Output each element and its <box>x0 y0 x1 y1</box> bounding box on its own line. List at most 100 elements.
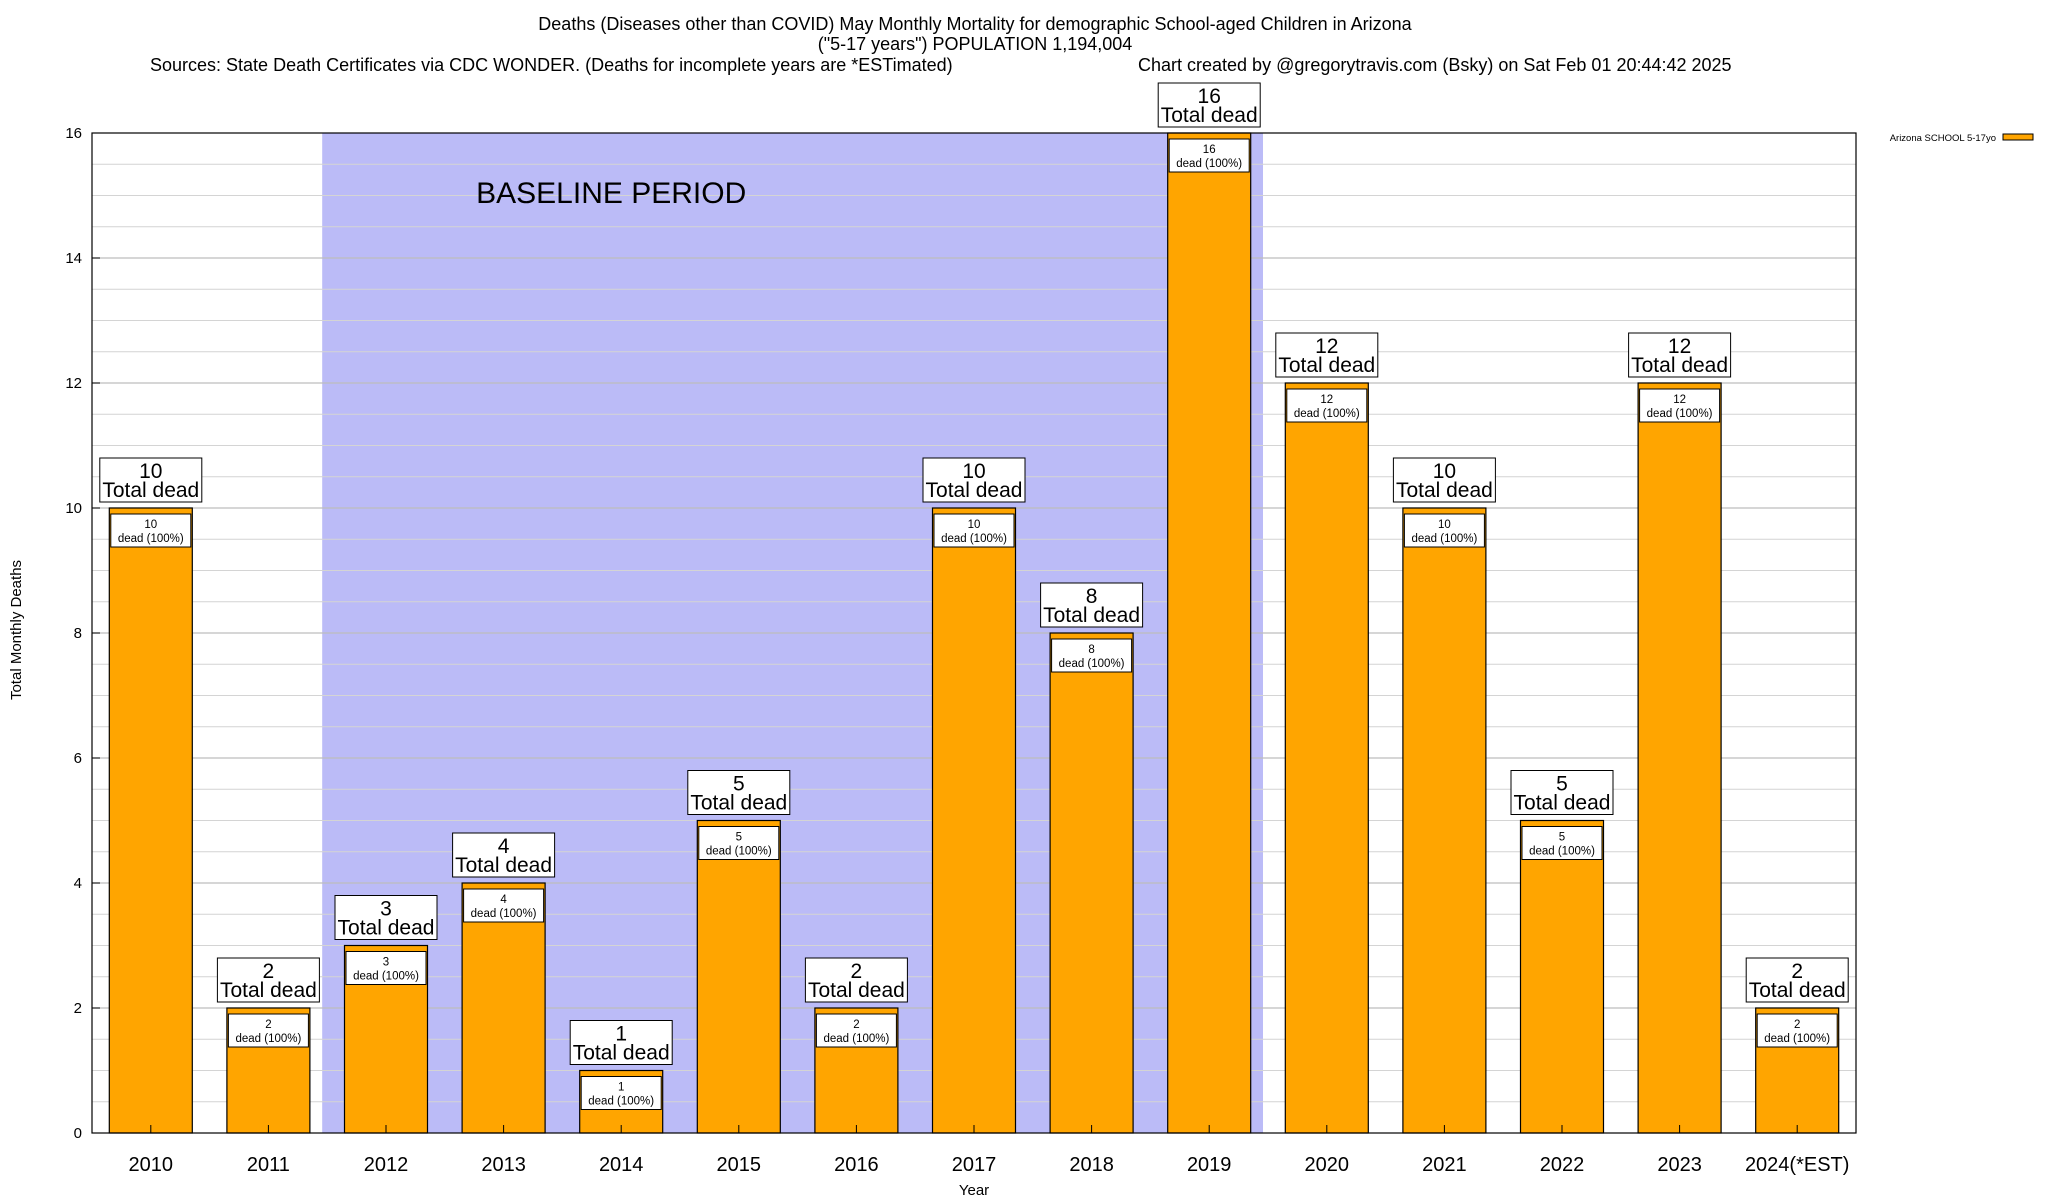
inner-percent-label: dead (100%) <box>1059 658 1125 670</box>
inner-label-2014: 1 dead (100%) <box>580 1076 662 1110</box>
total-label-box <box>1510 770 1614 815</box>
legend-label: Arizona SCHOOL 5-17yo <box>1890 133 1996 144</box>
chart-title: Deaths (Diseases other than COVID) May M… <box>538 14 1412 34</box>
total-label-box <box>1157 82 1261 128</box>
inner-percent-label: dead (100%) <box>235 1033 301 1045</box>
inner-label-2010: 10 dead (100%) <box>110 513 192 548</box>
inner-label-2012: 3 dead (100%) <box>345 951 427 985</box>
inner-percent-label: dead (100%) <box>1176 158 1242 170</box>
inner-label-2021: 10 dead (100%) <box>1403 513 1485 548</box>
inner-label-2011: 2 dead (100%) <box>227 1013 309 1048</box>
total-value-label: 10 <box>139 460 162 483</box>
total-value-label: 2 <box>1791 960 1803 983</box>
inner-label-box <box>110 513 192 548</box>
inner-value-label: 12 <box>1673 394 1686 406</box>
inner-label-box <box>227 1013 309 1048</box>
x-tick-label: 2019 <box>1187 1154 1232 1176</box>
x-tick-label: 2016 <box>834 1154 879 1176</box>
total-label-box <box>99 457 203 503</box>
x-tick-label: 2022 <box>1540 1154 1585 1176</box>
total-dead-label: Total dead <box>338 917 435 940</box>
inner-percent-label: dead (100%) <box>823 1033 889 1045</box>
inner-percent-label: dead (100%) <box>1529 846 1595 858</box>
inner-label-2015: 5 dead (100%) <box>698 826 780 860</box>
inner-label-2016: 2 dead (100%) <box>815 1013 897 1048</box>
bar-2022 <box>1519 819 1605 1134</box>
total-dead-label: Total dead <box>102 479 199 502</box>
inner-label-box <box>1639 388 1721 423</box>
legend-swatch <box>2002 133 2034 141</box>
inner-percent-label: dead (100%) <box>1411 533 1477 545</box>
total-value-label: 2 <box>851 960 863 983</box>
total-label-box <box>1392 457 1496 503</box>
chart-subtitle: ("5-17 years") POPULATION 1,194,004 <box>818 34 1133 54</box>
inner-value-label: 2 <box>1794 1019 1800 1031</box>
inner-value-label: 8 <box>1088 644 1094 656</box>
total-value-label: 5 <box>1556 773 1568 796</box>
inner-label-box <box>1286 388 1368 423</box>
inner-percent-label: dead (100%) <box>1294 408 1360 420</box>
y-tick-label: 8 <box>74 625 82 642</box>
x-tick-label: 2010 <box>129 1154 174 1176</box>
x-tick-label: 2012 <box>364 1154 409 1176</box>
inner-label-box <box>933 513 1015 548</box>
inner-value-label: 5 <box>1559 832 1565 844</box>
inner-label-box <box>463 888 545 923</box>
x-tick-label: 2024(*EST) <box>1745 1154 1850 1176</box>
inner-value-label: 4 <box>500 894 507 906</box>
total-label-box <box>922 457 1026 503</box>
chart-sources: Sources: State Death Certificates via CD… <box>150 55 953 75</box>
inner-value-label: 12 <box>1320 394 1333 406</box>
inner-percent-label: dead (100%) <box>588 1096 654 1108</box>
bar-2023 <box>1637 382 1722 1134</box>
y-tick-label: 0 <box>74 1125 82 1142</box>
inner-label-box <box>1051 638 1133 673</box>
y-tick-label: 10 <box>65 500 82 517</box>
total-value-label: 4 <box>498 835 510 858</box>
total-dead-label: Total dead <box>220 979 317 1002</box>
y-tick-label: 16 <box>65 125 82 142</box>
y-tick-label: 14 <box>65 250 82 267</box>
y-tick-label: 6 <box>74 750 82 767</box>
total-label-box <box>804 957 908 1003</box>
x-tick-label: 2020 <box>1305 1154 1350 1176</box>
y-axis-label: Total Monthly Deaths <box>8 560 25 700</box>
inner-label-box <box>815 1013 897 1048</box>
inner-value-label: 5 <box>736 832 742 844</box>
inner-percent-label: dead (100%) <box>706 846 772 858</box>
x-tick-label: 2018 <box>1069 1154 1114 1176</box>
inner-value-label: 10 <box>144 519 157 531</box>
bar-2015 <box>696 819 781 1134</box>
total-label-box <box>1275 332 1379 378</box>
baseline-label: BASELINE PERIOD <box>476 177 746 210</box>
total-dead-label: Total dead <box>455 854 552 877</box>
total-value-label: 12 <box>1315 335 1338 358</box>
total-label-box <box>1745 957 1849 1003</box>
bar-2021 <box>1402 507 1487 1134</box>
total-label-box <box>569 1020 673 1065</box>
total-label-box <box>216 957 320 1003</box>
inner-label-2018: 8 dead (100%) <box>1051 638 1133 673</box>
inner-label-box <box>1403 513 1485 548</box>
total-dead-label: Total dead <box>808 979 905 1002</box>
x-tick-label: 2013 <box>481 1154 526 1176</box>
total-dead-label: Total dead <box>1749 979 1846 1002</box>
inner-percent-label: dead (100%) <box>1764 1033 1830 1045</box>
total-value-label: 10 <box>1433 460 1456 483</box>
total-label-box <box>1040 582 1144 628</box>
chart-credit: Chart created by @gregorytravis.com (Bsk… <box>1138 55 1732 75</box>
y-tick-label: 2 <box>74 1000 82 1017</box>
inner-percent-label: dead (100%) <box>941 533 1007 545</box>
